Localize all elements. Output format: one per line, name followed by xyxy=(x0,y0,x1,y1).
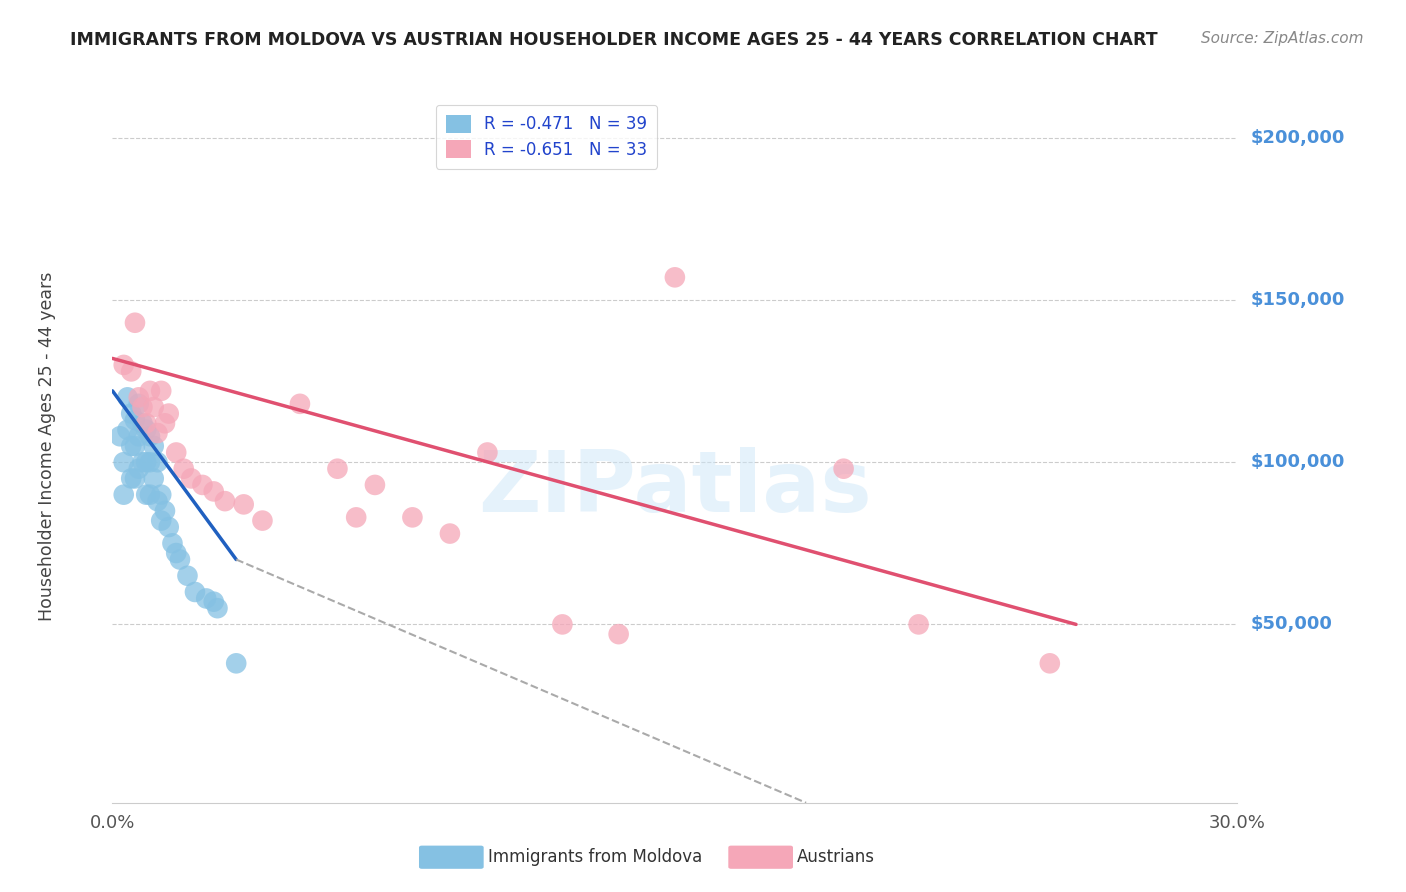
Point xyxy=(128,461,150,475)
Point xyxy=(146,425,169,440)
Text: Austrians: Austrians xyxy=(797,848,875,866)
Text: IMMIGRANTS FROM MOLDOVA VS AUSTRIAN HOUSEHOLDER INCOME AGES 25 - 44 YEARS CORREL: IMMIGRANTS FROM MOLDOVA VS AUSTRIAN HOUS… xyxy=(70,31,1159,49)
Point xyxy=(165,546,187,560)
Point xyxy=(120,364,142,378)
Point xyxy=(142,400,165,414)
Text: Immigrants from Moldova: Immigrants from Moldova xyxy=(488,848,702,866)
Point xyxy=(162,536,184,550)
Point xyxy=(551,617,574,632)
Point xyxy=(135,417,157,431)
Point xyxy=(142,471,165,485)
Point xyxy=(124,471,146,485)
Point xyxy=(135,423,157,437)
Point xyxy=(252,514,274,528)
Point xyxy=(128,390,150,404)
Point xyxy=(120,471,142,485)
Text: Source: ZipAtlas.com: Source: ZipAtlas.com xyxy=(1201,31,1364,46)
Point xyxy=(150,488,173,502)
Point xyxy=(150,384,173,398)
Text: $100,000: $100,000 xyxy=(1251,453,1346,471)
Point xyxy=(131,417,153,431)
Point xyxy=(128,397,150,411)
Point xyxy=(173,461,195,475)
Point xyxy=(202,484,225,499)
Text: $200,000: $200,000 xyxy=(1251,128,1346,147)
Point xyxy=(169,552,191,566)
Text: $50,000: $50,000 xyxy=(1251,615,1333,633)
Point xyxy=(176,568,198,582)
Point xyxy=(157,520,180,534)
Point xyxy=(364,478,387,492)
Point xyxy=(150,514,173,528)
Point xyxy=(344,510,367,524)
Point xyxy=(128,429,150,443)
Point xyxy=(195,591,218,606)
Point xyxy=(112,455,135,469)
Point xyxy=(607,627,630,641)
Point xyxy=(120,439,142,453)
Text: Householder Income Ages 25 - 44 years: Householder Income Ages 25 - 44 years xyxy=(38,271,56,621)
Point xyxy=(146,494,169,508)
Point xyxy=(288,397,311,411)
Point xyxy=(112,488,135,502)
Point xyxy=(664,270,686,285)
Point xyxy=(184,585,207,599)
Point xyxy=(124,316,146,330)
Point xyxy=(139,429,162,443)
Point xyxy=(232,497,254,511)
Point xyxy=(135,488,157,502)
Point xyxy=(131,455,153,469)
Text: $150,000: $150,000 xyxy=(1251,291,1346,309)
Point xyxy=(120,407,142,421)
Point xyxy=(139,488,162,502)
Point xyxy=(108,429,131,443)
Point xyxy=(180,471,202,485)
Point xyxy=(214,494,236,508)
Point xyxy=(146,455,169,469)
Point xyxy=(207,601,229,615)
Point xyxy=(153,504,176,518)
Point xyxy=(112,358,135,372)
Point xyxy=(142,439,165,453)
Point xyxy=(135,455,157,469)
Point xyxy=(131,400,153,414)
Point xyxy=(117,423,139,437)
Point xyxy=(139,384,162,398)
Point xyxy=(117,390,139,404)
Point xyxy=(153,417,176,431)
Point xyxy=(124,413,146,427)
Point xyxy=(124,439,146,453)
Point xyxy=(139,455,162,469)
Point xyxy=(157,407,180,421)
Point xyxy=(1039,657,1062,671)
Point xyxy=(439,526,461,541)
Text: ZIPatlas: ZIPatlas xyxy=(478,447,872,531)
Legend: R = -0.471   N = 39, R = -0.651   N = 33: R = -0.471 N = 39, R = -0.651 N = 33 xyxy=(436,104,657,169)
Point xyxy=(401,510,423,524)
Point xyxy=(191,478,214,492)
Point xyxy=(202,595,225,609)
Point xyxy=(225,657,247,671)
Point xyxy=(165,445,187,459)
Point xyxy=(832,461,855,475)
Point xyxy=(326,461,349,475)
Point xyxy=(477,445,499,459)
Point xyxy=(907,617,929,632)
